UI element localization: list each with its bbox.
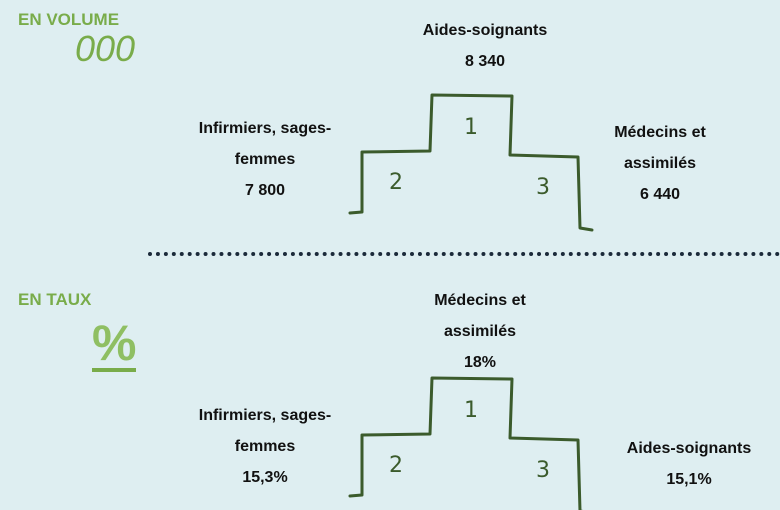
rank: 3 (536, 175, 550, 200)
section-title: EN VOLUME (18, 10, 119, 30)
podium: 1 2 3 (350, 378, 592, 510)
podium: 1 2 3 (350, 95, 592, 230)
category: Aides-soignants (600, 433, 778, 464)
category: Aides-soignants (385, 15, 585, 46)
value: 8 340 (385, 46, 585, 77)
infographic: 1 2 3 1 2 3 EN VOLUME 000 Aides-soignant… (0, 0, 780, 510)
rank: 2 (389, 170, 403, 195)
podium-label: Aides-soignants 15,1% (600, 433, 778, 495)
section-icon: 000 (75, 28, 135, 70)
rank: 1 (464, 115, 478, 140)
value: 7 800 (170, 175, 360, 206)
podium-label: Médecins et assimilés 18% (400, 285, 560, 378)
podium-label: Médecins et assimilés 6 440 (580, 117, 740, 210)
category: Médecins et assimilés (415, 285, 545, 347)
rank: 3 (536, 458, 550, 483)
category: Médecins et assimilés (595, 117, 725, 179)
value: 15,1% (600, 464, 778, 495)
section-title: EN TAUX (18, 290, 91, 310)
podium-label: Infirmiers, sages-femmes 15,3% (170, 400, 360, 493)
category: Infirmiers, sages-femmes (180, 400, 350, 462)
value: 15,3% (170, 462, 360, 493)
separator (148, 252, 780, 256)
rank: 1 (464, 398, 478, 423)
rank: 2 (389, 453, 403, 478)
podium-label: Infirmiers, sages-femmes 7 800 (170, 113, 360, 206)
value: 6 440 (580, 179, 740, 210)
podium-label: Aides-soignants 8 340 (385, 15, 585, 77)
value: 18% (400, 347, 560, 378)
section-icon: % (92, 318, 136, 372)
category: Infirmiers, sages-femmes (180, 113, 350, 175)
